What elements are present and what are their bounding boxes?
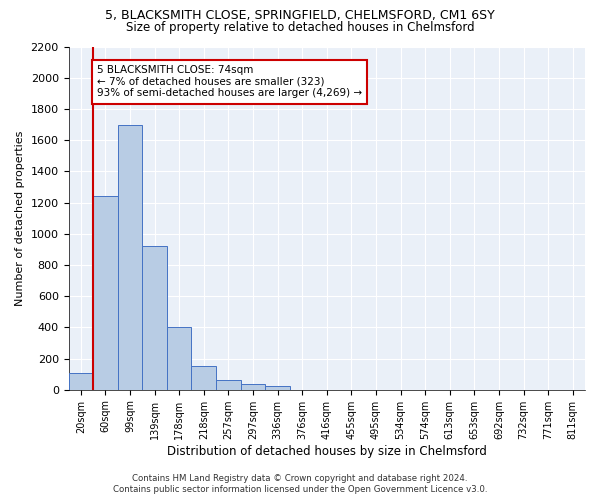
Bar	[118, 124, 142, 390]
Bar	[191, 366, 216, 390]
Bar	[142, 246, 167, 390]
Text: Contains HM Land Registry data © Crown copyright and database right 2024.
Contai: Contains HM Land Registry data © Crown c…	[113, 474, 487, 494]
Bar	[68, 372, 93, 390]
Bar	[216, 380, 241, 390]
Text: 5 BLACKSMITH CLOSE: 74sqm
← 7% of detached houses are smaller (323)
93% of semi-: 5 BLACKSMITH CLOSE: 74sqm ← 7% of detach…	[97, 65, 362, 98]
Bar	[241, 384, 265, 390]
Bar	[93, 196, 118, 390]
Text: Size of property relative to detached houses in Chelmsford: Size of property relative to detached ho…	[125, 22, 475, 35]
Bar	[167, 328, 191, 390]
X-axis label: Distribution of detached houses by size in Chelmsford: Distribution of detached houses by size …	[167, 444, 487, 458]
Bar	[265, 386, 290, 390]
Y-axis label: Number of detached properties: Number of detached properties	[15, 130, 25, 306]
Text: 5, BLACKSMITH CLOSE, SPRINGFIELD, CHELMSFORD, CM1 6SY: 5, BLACKSMITH CLOSE, SPRINGFIELD, CHELMS…	[105, 9, 495, 22]
